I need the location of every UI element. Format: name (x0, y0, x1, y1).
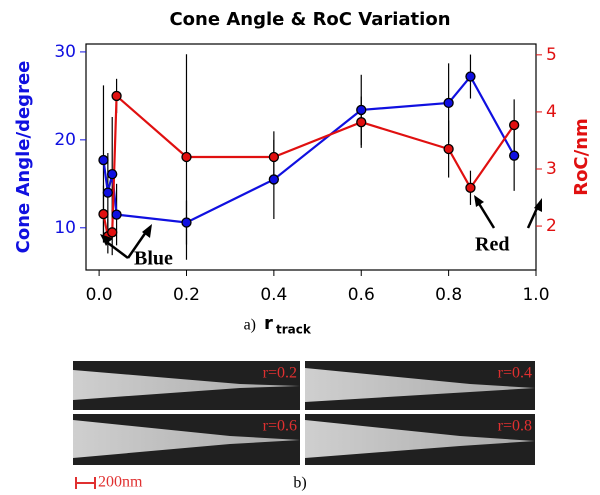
x-label-sub: track (276, 323, 312, 337)
series-line (102, 74, 516, 224)
y2-tick-label: 2 (546, 216, 557, 236)
scale-bar (75, 477, 96, 489)
needle (305, 368, 535, 402)
data-point (268, 151, 280, 163)
y-tick-label: 20 (54, 130, 76, 150)
data-point (465, 182, 476, 193)
x-tick-label: 0.6 (348, 285, 375, 305)
data-point (102, 187, 113, 198)
panel-label: r=0.6 (263, 418, 297, 435)
y-axis-label: Cone Angle/degree (13, 61, 34, 254)
annotation: Red (475, 234, 509, 256)
arrows (100, 195, 542, 259)
panel-label: r=0.4 (498, 365, 532, 382)
plot: 0.0 0.2 0.4 0.6 0.8 1.0 10 20 30 2 3 4 5 (54, 42, 556, 305)
data-point (98, 208, 109, 220)
x-tick-label: 0.4 (260, 285, 287, 305)
data-point (465, 71, 476, 82)
panel-label: r=0.2 (263, 365, 297, 382)
needle (73, 370, 300, 400)
y2-axis-label: RoC/nm (571, 118, 592, 196)
data-point (268, 174, 280, 185)
data-point (107, 168, 118, 180)
data-point (509, 150, 520, 161)
x-tick-label: 1.0 (522, 285, 549, 305)
data-point (181, 151, 192, 163)
data-point (181, 217, 192, 228)
data-point (111, 209, 122, 220)
panel-b-label: b) (293, 475, 306, 492)
x-label: r (264, 313, 273, 334)
x-tick-label: 0.2 (173, 285, 200, 305)
data-point (443, 143, 454, 155)
y-tick-label: 10 (54, 218, 76, 238)
x-label-prefix: a) (244, 317, 256, 334)
data-point (107, 227, 118, 238)
x-tick-label: 0.8 (435, 285, 462, 305)
scale-bar-label: 200nm (98, 474, 143, 491)
data-point (111, 90, 122, 102)
needle (73, 420, 300, 458)
data-point (356, 117, 367, 128)
data-point (443, 97, 454, 109)
x-axis-label: a) r track (244, 313, 312, 337)
image-panels (73, 361, 535, 465)
needle (305, 420, 535, 458)
x-tick-label: 0.0 (86, 285, 113, 305)
y-tick-label: 30 (54, 42, 76, 62)
chart-title: Cone Angle & RoC Variation (169, 9, 450, 30)
data-point (356, 104, 367, 116)
y2-tick-label: 5 (546, 45, 557, 65)
annotation: Blue (134, 248, 173, 270)
plot-frame (85, 43, 537, 271)
y2-tick-label: 3 (546, 159, 557, 179)
y2-tick-label: 4 (546, 102, 557, 122)
series-line (102, 93, 516, 239)
data-point (509, 119, 520, 131)
panel-label: r=0.8 (498, 418, 532, 435)
data-point (98, 154, 109, 166)
